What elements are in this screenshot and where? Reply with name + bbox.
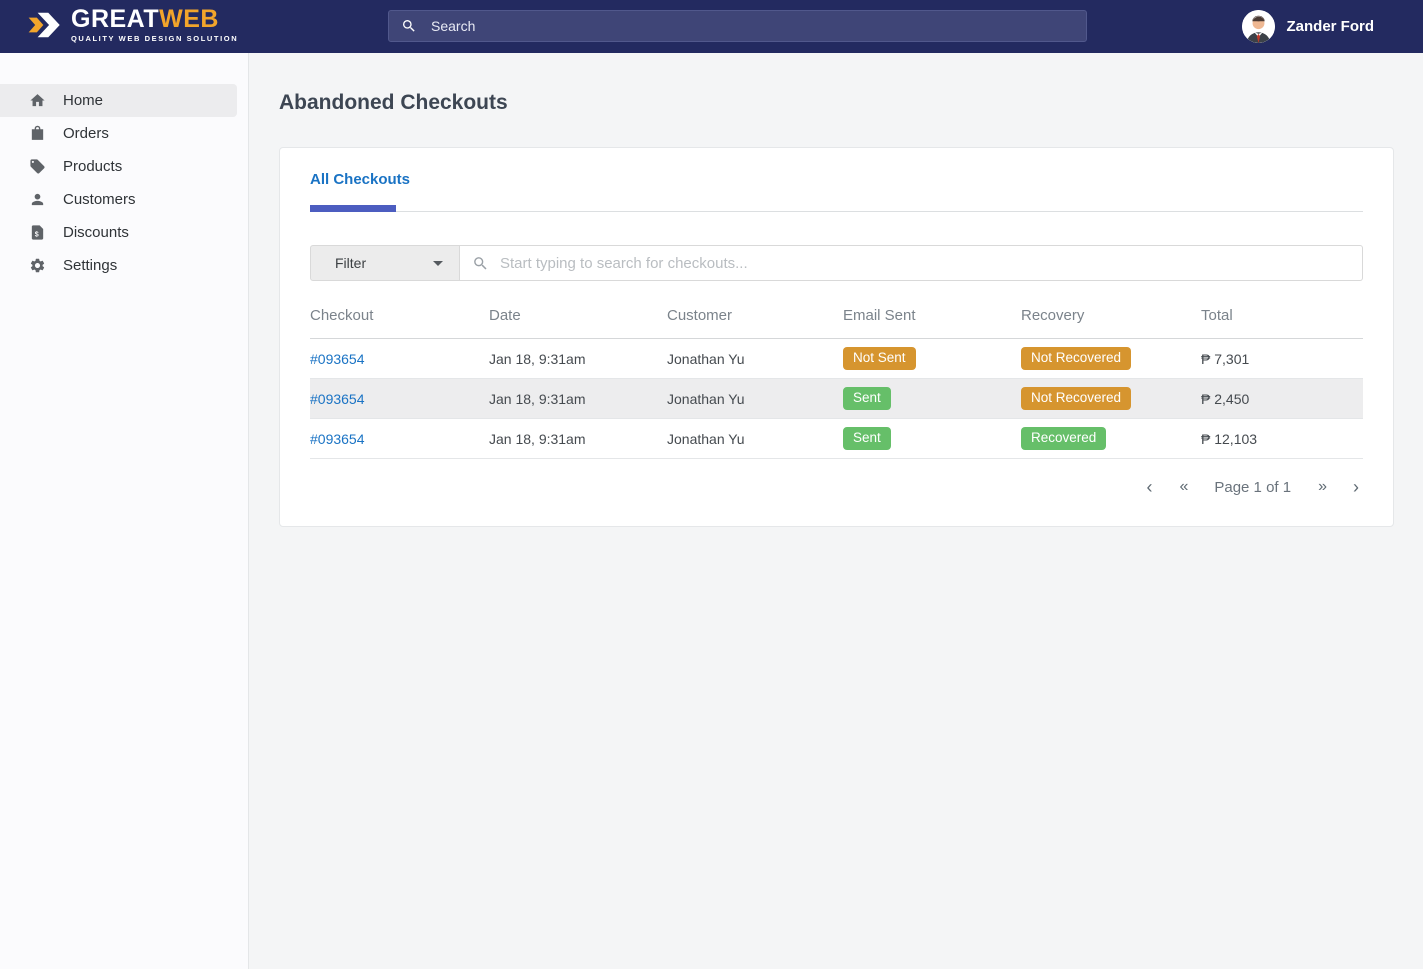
customer-cell: Jonathan Yu: [667, 338, 843, 379]
filter-dropdown[interactable]: Filter: [310, 245, 460, 281]
brand-name: GREATWEB: [71, 5, 219, 34]
sidebar-item-orders[interactable]: Orders: [0, 117, 237, 150]
date-cell: Jan 18, 9:31am: [489, 418, 667, 459]
search-icon: [403, 20, 415, 32]
checkouts-table: Checkout Date Customer Email Sent Recove…: [310, 283, 1363, 459]
checkout-link[interactable]: #093654: [310, 390, 365, 407]
recovery-badge: Recovered: [1021, 427, 1107, 450]
customer-cell: Jonathan Yu: [667, 378, 843, 419]
brand-logo: GREATWEB QUALITY WEB DESIGN SOLUTION: [27, 7, 238, 43]
total-cell: ₱ 2,450: [1201, 378, 1363, 419]
email-sent-badge: Sent: [843, 427, 891, 450]
receipt-icon: $: [28, 224, 46, 242]
page-title: Abandoned Checkouts: [279, 91, 508, 114]
user-name: Zander Ford: [1286, 18, 1374, 35]
sidebar-item-label: Orders: [63, 125, 109, 142]
checkout-link[interactable]: #093654: [310, 350, 365, 367]
sidebar: Home Orders Products Customers $ Discoun…: [0, 53, 249, 969]
date-cell: Jan 18, 9:31am: [489, 378, 667, 419]
global-search[interactable]: [388, 10, 1087, 42]
gear-icon: [28, 257, 46, 275]
col-header-recovery: Recovery: [1021, 283, 1201, 339]
email-sent-badge: Sent: [843, 387, 891, 410]
tab-label: All Checkouts: [310, 171, 411, 188]
page-indicator: Page 1 of 1: [1214, 478, 1292, 496]
col-header-date: Date: [489, 283, 667, 339]
table-row: #093654 Jan 18, 9:31am Jonathan Yu Sent …: [310, 378, 1363, 419]
bag-icon: [28, 125, 46, 143]
table-row: #093654 Jan 18, 9:31am Jonathan Yu Not S…: [310, 338, 1363, 379]
sidebar-item-customers[interactable]: Customers: [0, 183, 237, 216]
sidebar-item-home[interactable]: Home: [0, 84, 237, 117]
col-header-customer: Customer: [667, 283, 843, 339]
checkouts-table-body: #093654 Jan 18, 9:31am Jonathan Yu Not S…: [310, 338, 1363, 459]
filter-row: Filter: [310, 245, 1363, 281]
checkout-search[interactable]: [460, 245, 1363, 281]
customer-cell: Jonathan Yu: [667, 418, 843, 459]
user-menu[interactable]: Zander Ford: [1242, 0, 1374, 53]
email-sent-badge: Not Sent: [843, 347, 916, 370]
last-page-icon[interactable]: »: [1318, 478, 1327, 495]
brand-chevron-icon: [28, 12, 60, 38]
checkouts-card: All Checkouts Filter: [279, 147, 1394, 527]
date-cell: Jan 18, 9:31am: [489, 338, 667, 379]
next-page-icon[interactable]: ›: [1353, 477, 1359, 497]
main-content: Abandoned Checkouts All Checkouts Filter: [249, 53, 1423, 969]
sidebar-item-products[interactable]: Products: [0, 150, 237, 183]
col-header-total: Total: [1201, 283, 1363, 339]
avatar: [1242, 10, 1276, 43]
sidebar-item-label: Home: [63, 92, 104, 109]
checkout-link[interactable]: #093654: [310, 430, 365, 447]
global-search-input[interactable]: [431, 18, 1074, 34]
sidebar-item-label: Settings: [63, 257, 118, 274]
recovery-badge: Not Recovered: [1021, 387, 1132, 410]
brand-tagline: QUALITY WEB DESIGN SOLUTION: [71, 34, 239, 44]
table-header-row: Checkout Date Customer Email Sent Recove…: [310, 283, 1363, 339]
svg-text:$: $: [34, 230, 38, 238]
recovery-badge: Not Recovered: [1021, 347, 1132, 370]
search-icon: [474, 256, 487, 270]
col-header-email-sent: Email Sent: [843, 283, 1021, 339]
sidebar-item-discounts[interactable]: $ Discounts: [0, 216, 237, 249]
table-row: #093654 Jan 18, 9:31am Jonathan Yu Sent …: [310, 418, 1363, 459]
prev-page-icon[interactable]: ‹: [1146, 477, 1153, 497]
person-icon: [28, 191, 46, 209]
tab-active-indicator: [310, 205, 396, 212]
tab-all-checkouts[interactable]: All Checkouts: [310, 171, 411, 212]
sidebar-item-label: Customers: [63, 191, 136, 208]
home-icon: [28, 92, 46, 110]
col-header-checkout: Checkout: [310, 283, 489, 339]
chevron-down-icon: [433, 260, 443, 266]
filter-label: Filter: [335, 255, 367, 271]
sidebar-item-settings[interactable]: Settings: [0, 249, 237, 282]
topbar: GREATWEB QUALITY WEB DESIGN SOLUTION: [0, 0, 1423, 53]
sidebar-item-label: Products: [63, 158, 123, 175]
tag-icon: [28, 158, 46, 176]
checkout-search-input[interactable]: [500, 254, 1350, 272]
pagination: ‹ « Page 1 of 1 » ›: [310, 478, 1363, 496]
total-cell: ₱ 7,301: [1201, 338, 1363, 379]
first-page-icon[interactable]: «: [1179, 478, 1188, 495]
sidebar-item-label: Discounts: [63, 224, 129, 241]
tab-bar: All Checkouts: [310, 171, 1363, 212]
total-cell: ₱ 12,103: [1201, 418, 1363, 459]
